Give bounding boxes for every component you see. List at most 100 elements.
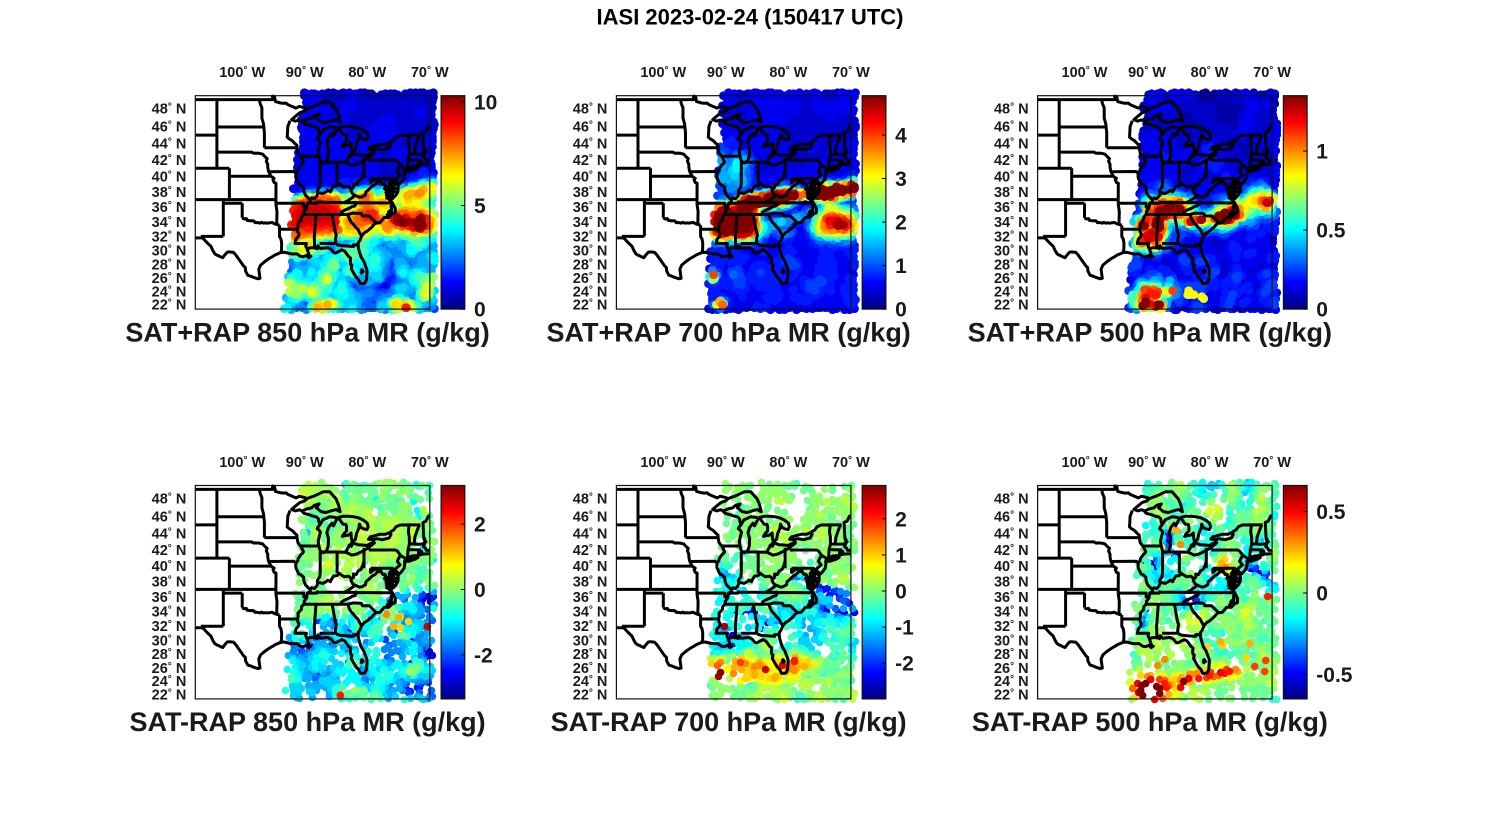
svg-text:70° W: 70° W bbox=[411, 65, 449, 81]
svg-text:44° N: 44° N bbox=[152, 526, 187, 542]
svg-text:70° W: 70° W bbox=[1253, 455, 1291, 471]
svg-text:28° N: 28° N bbox=[994, 647, 1029, 663]
svg-text:80° W: 80° W bbox=[1191, 455, 1229, 471]
svg-text:24° N: 24° N bbox=[573, 674, 608, 690]
svg-text:90° W: 90° W bbox=[1128, 455, 1166, 471]
svg-text:36° N: 36° N bbox=[152, 200, 187, 216]
svg-text:100° W: 100° W bbox=[1062, 455, 1108, 471]
svg-text:30° N: 30° N bbox=[573, 244, 608, 260]
svg-text:42° N: 42° N bbox=[994, 543, 1029, 559]
svg-text:2: 2 bbox=[895, 212, 907, 235]
svg-text:48° N: 48° N bbox=[573, 102, 608, 118]
svg-text:30° N: 30° N bbox=[152, 633, 187, 649]
svg-text:90° W: 90° W bbox=[286, 455, 324, 471]
svg-text:44° N: 44° N bbox=[994, 137, 1029, 153]
svg-text:46° N: 46° N bbox=[573, 119, 608, 135]
svg-text:48° N: 48° N bbox=[152, 492, 187, 508]
svg-text:30° N: 30° N bbox=[994, 244, 1029, 260]
svg-text:2: 2 bbox=[895, 508, 907, 531]
svg-text:30° N: 30° N bbox=[152, 244, 187, 260]
svg-text:0: 0 bbox=[895, 299, 907, 322]
svg-text:1: 1 bbox=[1316, 141, 1328, 164]
svg-text:34° N: 34° N bbox=[152, 605, 187, 621]
svg-text:90° W: 90° W bbox=[1128, 65, 1166, 81]
svg-text:36° N: 36° N bbox=[152, 590, 187, 606]
svg-text:70° W: 70° W bbox=[832, 65, 870, 81]
svg-text:0: 0 bbox=[895, 581, 907, 604]
svg-text:26° N: 26° N bbox=[573, 271, 608, 287]
svg-text:46° N: 46° N bbox=[994, 119, 1029, 135]
svg-text:IASI 2023-02-24 (150417 UTC): IASI 2023-02-24 (150417 UTC) bbox=[597, 5, 904, 30]
svg-text:100° W: 100° W bbox=[640, 455, 686, 471]
svg-text:SAT-RAP 700 hPa MR (g/kg): SAT-RAP 700 hPa MR (g/kg) bbox=[551, 707, 907, 737]
svg-text:26° N: 26° N bbox=[994, 271, 1029, 287]
svg-text:24° N: 24° N bbox=[994, 284, 1029, 300]
svg-text:100° W: 100° W bbox=[640, 65, 686, 81]
svg-text:40° N: 40° N bbox=[994, 559, 1029, 575]
svg-text:42° N: 42° N bbox=[573, 543, 608, 559]
svg-text:100° W: 100° W bbox=[219, 65, 265, 81]
svg-text:80° W: 80° W bbox=[769, 455, 807, 471]
svg-text:0: 0 bbox=[474, 579, 486, 602]
svg-text:70° W: 70° W bbox=[1253, 65, 1291, 81]
svg-text:3: 3 bbox=[895, 168, 907, 191]
svg-text:100° W: 100° W bbox=[1062, 65, 1108, 81]
svg-text:22° N: 22° N bbox=[152, 687, 187, 703]
svg-text:26° N: 26° N bbox=[994, 661, 1029, 677]
svg-text:-1: -1 bbox=[895, 617, 914, 640]
svg-text:SAT-RAP 850 hPa MR (g/kg): SAT-RAP 850 hPa MR (g/kg) bbox=[130, 707, 486, 737]
svg-text:26° N: 26° N bbox=[573, 661, 608, 677]
svg-text:0.5: 0.5 bbox=[1316, 501, 1346, 524]
svg-text:38° N: 38° N bbox=[152, 575, 187, 591]
svg-text:SAT+RAP 850 hPa MR (g/kg): SAT+RAP 850 hPa MR (g/kg) bbox=[125, 317, 489, 347]
svg-text:24° N: 24° N bbox=[152, 674, 187, 690]
svg-text:5: 5 bbox=[474, 195, 486, 218]
svg-text:42° N: 42° N bbox=[152, 153, 187, 169]
svg-text:4: 4 bbox=[895, 125, 907, 148]
svg-text:40° N: 40° N bbox=[994, 169, 1029, 185]
svg-text:22° N: 22° N bbox=[573, 687, 608, 703]
svg-text:24° N: 24° N bbox=[994, 674, 1029, 690]
svg-text:90° W: 90° W bbox=[286, 65, 324, 81]
svg-text:40° N: 40° N bbox=[573, 169, 608, 185]
svg-text:70° W: 70° W bbox=[411, 455, 449, 471]
svg-text:40° N: 40° N bbox=[573, 559, 608, 575]
svg-text:26° N: 26° N bbox=[152, 271, 187, 287]
svg-text:10: 10 bbox=[474, 91, 497, 114]
svg-text:34° N: 34° N bbox=[994, 215, 1029, 231]
svg-text:32° N: 32° N bbox=[152, 619, 187, 635]
svg-text:34° N: 34° N bbox=[152, 215, 187, 231]
svg-text:24° N: 24° N bbox=[573, 284, 608, 300]
svg-text:2: 2 bbox=[474, 514, 486, 537]
svg-text:34° N: 34° N bbox=[573, 215, 608, 231]
svg-text:40° N: 40° N bbox=[152, 559, 187, 575]
svg-text:34° N: 34° N bbox=[994, 605, 1029, 621]
svg-text:22° N: 22° N bbox=[152, 298, 187, 314]
svg-text:70° W: 70° W bbox=[832, 455, 870, 471]
svg-text:38° N: 38° N bbox=[994, 185, 1029, 201]
svg-text:30° N: 30° N bbox=[573, 633, 608, 649]
svg-text:100° W: 100° W bbox=[219, 455, 265, 471]
svg-text:38° N: 38° N bbox=[994, 575, 1029, 591]
svg-text:SAT+RAP 500 hPa MR (g/kg): SAT+RAP 500 hPa MR (g/kg) bbox=[968, 317, 1332, 347]
svg-text:30° N: 30° N bbox=[994, 633, 1029, 649]
svg-text:90° W: 90° W bbox=[707, 455, 745, 471]
svg-text:24° N: 24° N bbox=[152, 284, 187, 300]
svg-text:22° N: 22° N bbox=[994, 298, 1029, 314]
svg-text:42° N: 42° N bbox=[573, 153, 608, 169]
svg-text:40° N: 40° N bbox=[152, 169, 187, 185]
svg-text:-2: -2 bbox=[474, 644, 493, 667]
svg-text:80° W: 80° W bbox=[1191, 65, 1229, 81]
svg-text:36° N: 36° N bbox=[994, 200, 1029, 216]
svg-text:44° N: 44° N bbox=[573, 137, 608, 153]
svg-text:SAT-RAP 500 hPa MR (g/kg): SAT-RAP 500 hPa MR (g/kg) bbox=[972, 707, 1328, 737]
svg-text:0.5: 0.5 bbox=[1316, 220, 1346, 243]
svg-text:32° N: 32° N bbox=[573, 229, 608, 245]
svg-text:48° N: 48° N bbox=[994, 102, 1029, 118]
svg-text:90° W: 90° W bbox=[707, 65, 745, 81]
svg-text:48° N: 48° N bbox=[573, 492, 608, 508]
svg-text:38° N: 38° N bbox=[152, 185, 187, 201]
svg-text:44° N: 44° N bbox=[573, 526, 608, 542]
svg-text:80° W: 80° W bbox=[348, 65, 386, 81]
svg-text:26° N: 26° N bbox=[152, 661, 187, 677]
